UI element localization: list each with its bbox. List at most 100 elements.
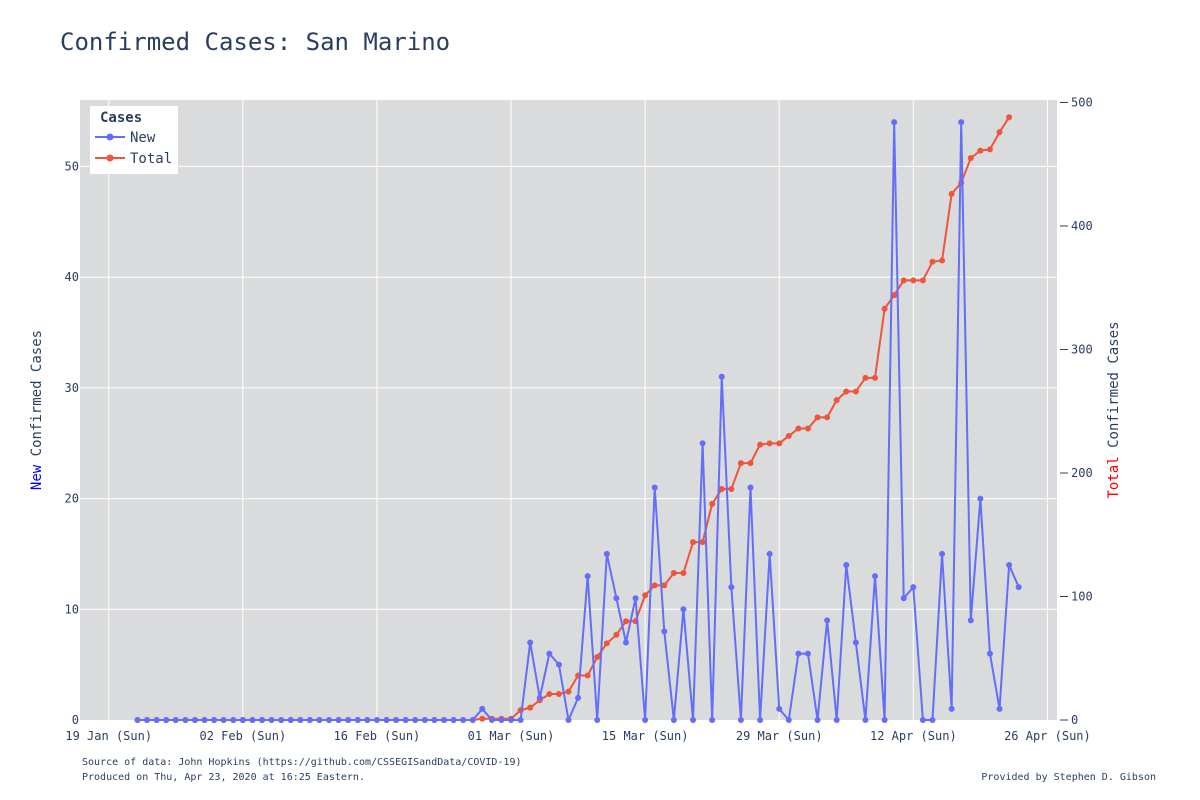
data-point-total[interactable]	[939, 257, 946, 264]
data-point-total[interactable]	[824, 414, 831, 421]
data-point-new[interactable]	[345, 717, 352, 723]
data-point-total[interactable]	[843, 388, 850, 395]
data-point-total[interactable]	[891, 292, 898, 299]
data-point-total[interactable]	[603, 640, 610, 647]
data-point-new[interactable]	[431, 717, 438, 723]
data-point-new[interactable]	[412, 717, 419, 723]
data-point-new[interactable]	[258, 717, 265, 723]
data-point-total[interactable]	[737, 460, 744, 467]
data-point-new[interactable]	[910, 584, 917, 591]
data-point-total[interactable]	[967, 155, 974, 162]
data-point-new[interactable]	[929, 717, 936, 723]
data-point-new[interactable]	[575, 694, 582, 701]
data-point-new[interactable]	[211, 717, 218, 723]
data-point-new[interactable]	[996, 705, 1003, 712]
data-point-new[interactable]	[852, 639, 859, 646]
data-point-new[interactable]	[977, 495, 984, 502]
data-point-total[interactable]	[929, 258, 936, 265]
data-point-new[interactable]	[402, 717, 409, 723]
legend[interactable]: Cases New Total	[90, 106, 178, 174]
data-point-total[interactable]	[986, 146, 993, 153]
data-point-new[interactable]	[824, 617, 831, 624]
data-point-new[interactable]	[144, 717, 151, 723]
data-point-total[interactable]	[555, 691, 562, 698]
data-point-new[interactable]	[297, 717, 304, 723]
data-point-total[interactable]	[661, 582, 668, 589]
data-point-new[interactable]	[316, 717, 323, 723]
data-point-total[interactable]	[690, 539, 697, 546]
legend-item-new[interactable]: New	[95, 130, 156, 146]
data-point-new[interactable]	[479, 705, 486, 712]
data-point-new[interactable]	[804, 650, 811, 657]
data-point-new[interactable]	[1006, 562, 1013, 568]
data-point-new[interactable]	[249, 717, 256, 723]
data-point-new[interactable]	[709, 717, 716, 723]
data-point-new[interactable]	[766, 550, 773, 557]
data-point-total[interactable]	[527, 704, 534, 711]
data-point-new[interactable]	[737, 717, 744, 723]
data-point-new[interactable]	[393, 717, 400, 723]
data-point-new[interactable]	[440, 717, 447, 723]
data-point-new[interactable]	[872, 573, 879, 580]
data-point-total[interactable]	[872, 374, 879, 381]
data-point-new[interactable]	[718, 373, 725, 380]
data-point-total[interactable]	[977, 147, 984, 154]
data-point-new[interactable]	[555, 661, 562, 668]
data-point-total[interactable]	[804, 425, 811, 432]
data-point-new[interactable]	[651, 484, 658, 491]
data-point-new[interactable]	[632, 595, 639, 602]
data-point-total[interactable]	[651, 582, 658, 589]
data-point-new[interactable]	[239, 717, 246, 723]
data-point-total[interactable]	[565, 688, 572, 695]
data-point-new[interactable]	[306, 717, 313, 723]
data-point-total[interactable]	[584, 672, 591, 679]
data-point-new[interactable]	[900, 595, 907, 602]
data-point-total[interactable]	[546, 691, 553, 698]
data-point-new[interactable]	[326, 717, 333, 723]
data-point-total[interactable]	[852, 388, 859, 395]
data-point-new[interactable]	[335, 717, 342, 723]
data-point-total[interactable]	[948, 190, 955, 197]
data-point-total[interactable]	[594, 654, 601, 661]
data-point-new[interactable]	[201, 717, 208, 723]
data-point-new[interactable]	[891, 119, 898, 126]
data-point-new[interactable]	[594, 717, 601, 723]
data-point-new[interactable]	[776, 705, 783, 712]
data-point-new[interactable]	[642, 717, 649, 723]
data-point-new[interactable]	[460, 717, 467, 723]
data-point-total[interactable]	[881, 305, 888, 312]
data-point-total[interactable]	[766, 440, 773, 447]
data-point-new[interactable]	[230, 717, 237, 723]
data-point-new[interactable]	[862, 717, 869, 723]
data-point-new[interactable]	[785, 717, 792, 723]
data-point-new[interactable]	[508, 717, 515, 723]
data-point-total[interactable]	[642, 592, 649, 599]
data-point-new[interactable]	[613, 595, 620, 602]
data-point-new[interactable]	[622, 639, 629, 646]
data-point-total[interactable]	[785, 432, 792, 439]
data-point-total[interactable]	[479, 715, 486, 722]
data-point-new[interactable]	[278, 717, 285, 723]
data-point-total[interactable]	[862, 374, 869, 381]
data-point-new[interactable]	[948, 705, 955, 712]
data-point-new[interactable]	[881, 717, 888, 723]
data-point-new[interactable]	[670, 717, 677, 723]
data-point-new[interactable]	[833, 717, 840, 723]
data-point-new[interactable]	[488, 717, 495, 723]
data-point-total[interactable]	[795, 425, 802, 432]
data-point-total[interactable]	[728, 486, 735, 493]
data-point-new[interactable]	[364, 717, 371, 723]
data-point-new[interactable]	[986, 650, 993, 657]
data-point-new[interactable]	[469, 717, 476, 723]
data-point-new[interactable]	[661, 628, 668, 635]
data-point-new[interactable]	[172, 717, 179, 723]
data-point-total[interactable]	[670, 570, 677, 577]
data-point-new[interactable]	[565, 717, 572, 723]
data-point-new[interactable]	[517, 717, 524, 723]
data-point-new[interactable]	[354, 717, 361, 723]
data-point-new[interactable]	[584, 573, 591, 580]
data-point-new[interactable]	[498, 717, 505, 723]
legend-item-total[interactable]: Total	[95, 151, 172, 167]
data-point-new[interactable]	[373, 717, 380, 723]
data-point-new[interactable]	[536, 694, 543, 701]
